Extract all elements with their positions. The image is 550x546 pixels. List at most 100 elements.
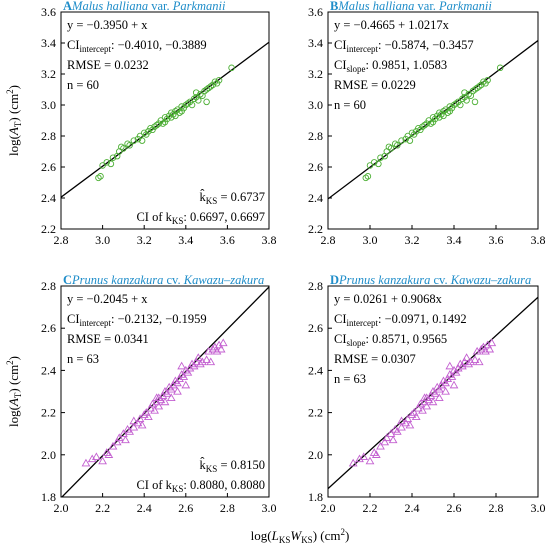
data-point [420, 393, 429, 401]
data-point [182, 101, 190, 109]
data-point [188, 101, 196, 109]
data-point [461, 89, 468, 96]
data-point [371, 450, 381, 458]
sample-size: n = 63 [334, 372, 366, 386]
data-point [453, 363, 463, 372]
ci-slope: CIslope: 0.8571, 0.9565 [334, 332, 447, 348]
data-point [370, 159, 378, 166]
y-tick-label: 2.6 [41, 321, 56, 335]
equation: y = 0.0261 + 0.9068x [334, 292, 443, 306]
x-tick-label: 2.8 [489, 501, 504, 515]
fit-line [61, 286, 269, 497]
data-point [411, 412, 421, 420]
data-point [140, 129, 148, 137]
data-point [147, 124, 154, 132]
data-point [474, 357, 484, 366]
data-point [485, 344, 495, 353]
data-point [416, 399, 425, 408]
sample-size: n = 60 [334, 98, 366, 112]
data-point [424, 395, 434, 404]
y-tick-label: 1.8 [41, 490, 56, 504]
data-point [130, 137, 138, 144]
data-point [153, 121, 160, 129]
x-tick-label: 2.4 [405, 501, 420, 515]
data-point [422, 401, 432, 410]
data-point [214, 340, 224, 349]
data-point [440, 107, 447, 115]
data-point [427, 120, 435, 127]
data-point [158, 391, 168, 399]
ylabel-unit: ) (cm [6, 365, 21, 393]
ylabel-A: A [6, 127, 21, 136]
khat-sub: KS [206, 464, 218, 474]
x-tick-label: 3.0 [95, 233, 110, 247]
data-point [475, 83, 483, 90]
data-point [430, 389, 440, 397]
rmse: RMSE = 0.0307 [334, 352, 416, 366]
data-point [206, 357, 216, 366]
data-point [104, 450, 114, 458]
data-point [167, 109, 175, 116]
x-tick-label: 2.0 [321, 501, 336, 515]
data-point [426, 391, 436, 399]
data-point [126, 142, 133, 149]
data-point [202, 355, 211, 363]
ci-label: CI [334, 312, 347, 326]
data-point [471, 98, 479, 106]
data-point [190, 95, 198, 103]
data-point [464, 359, 474, 368]
x-tick-label: 2.2 [95, 501, 110, 515]
data-point [195, 97, 202, 104]
ci-k-label: CI of k [136, 478, 172, 492]
data-point [403, 414, 413, 423]
data-point [97, 173, 104, 180]
panel-letter: D [330, 273, 339, 287]
title-mid: cv. [430, 273, 450, 287]
data-point [118, 143, 125, 151]
y-tick-label: 2.2 [308, 222, 323, 236]
panel-letter: B [330, 0, 338, 13]
data-point [143, 412, 153, 420]
data-point [415, 124, 422, 132]
rmse: RMSE = 0.0232 [67, 58, 149, 72]
data-point [483, 340, 492, 349]
data-point [152, 393, 162, 401]
data-point [470, 355, 480, 363]
ci-intercept: CIintercept: −0.2132, −0.1959 [67, 312, 207, 328]
data-point [407, 410, 417, 418]
data-point [434, 393, 444, 401]
ylabel-log: log( [6, 135, 21, 156]
data-point [166, 384, 176, 393]
data-point [401, 418, 411, 427]
y-tick-label: 2.4 [41, 363, 56, 377]
title-species: Prunus kanzakura [71, 273, 163, 287]
k-estimate: k̂KS = 0.8150 [200, 457, 265, 474]
data-point [463, 97, 470, 104]
data-point [138, 137, 146, 144]
y-tick-label: 2.0 [308, 448, 323, 462]
data-point [120, 145, 127, 152]
data-point [133, 418, 143, 427]
data-point [362, 174, 370, 182]
ci-k-sub: KS [172, 484, 184, 494]
data-point [175, 374, 184, 382]
data-point [178, 103, 185, 110]
x-tick-label: 2.6 [447, 501, 462, 515]
y-tick-label: 2.6 [308, 160, 323, 174]
data-point [156, 395, 166, 404]
ci-sub: intercept [80, 44, 112, 54]
khat-value: = 0.6737 [217, 190, 265, 204]
data-point [184, 100, 192, 107]
data-point [124, 140, 131, 147]
x-tick-label: 3.8 [531, 233, 546, 247]
data-point [146, 403, 155, 412]
x-tick-label: 3.8 [262, 233, 277, 247]
data-point [409, 408, 419, 416]
x-tick-label: 2.4 [137, 501, 152, 515]
ci-sub: intercept [347, 44, 379, 54]
title-cultivar: Kawazu–zakura [450, 273, 532, 287]
data-point [359, 452, 369, 461]
xlabel-KS1: KS [279, 535, 291, 545]
data-point [208, 344, 218, 353]
data-point [429, 114, 437, 121]
